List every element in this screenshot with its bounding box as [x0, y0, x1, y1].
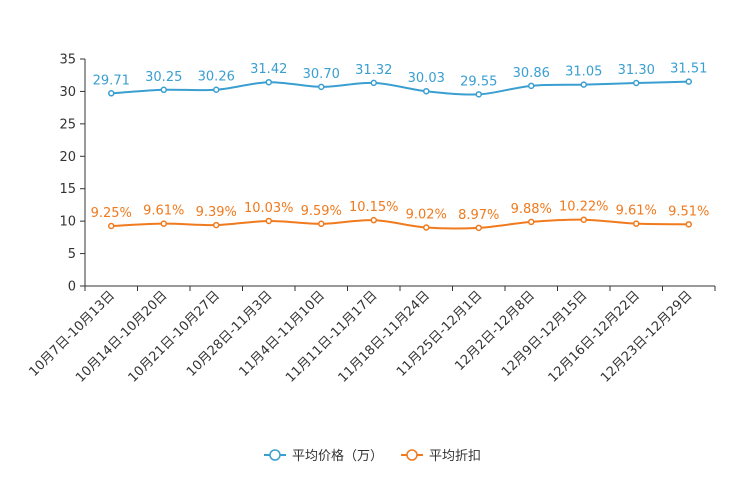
data-label: 9.88%	[511, 202, 552, 217]
series-group: 29.71 30.25 30.26 31.42 30.70 31.32 30.03 29.55…	[91, 62, 709, 232]
data-label: 9.59%	[301, 204, 342, 219]
data-label: 8.97%	[458, 208, 499, 223]
x-tick-label: 12月16日-12月22日	[546, 288, 643, 385]
y-tick-label: 0	[68, 280, 76, 295]
y-tick-label: 25	[59, 117, 76, 132]
data-point[interactable]	[108, 90, 115, 97]
data-point[interactable]	[108, 222, 115, 230]
data-label: 9.51%	[668, 204, 709, 219]
x-tick-label: 11月11日-11月17日	[283, 288, 380, 385]
data-label: 9.61%	[143, 204, 184, 219]
data-label: 9.25%	[91, 206, 132, 221]
data-point[interactable]	[633, 79, 640, 87]
data-label: 30.03	[408, 71, 445, 86]
data-point[interactable]	[318, 83, 325, 91]
data-point[interactable]	[580, 216, 587, 223]
y-tick-label: 20	[59, 150, 76, 165]
data-label: 31.32	[355, 63, 392, 78]
x-tick-label: 10月21日-10月27日	[126, 288, 223, 385]
legend[interactable]: 平均价格（万） 平均折扣	[264, 448, 481, 464]
data-label: 29.71	[93, 73, 130, 88]
data-label: 30.70	[303, 67, 340, 82]
legend-label: 平均价格（万）	[292, 448, 383, 464]
y-tick-label: 10	[59, 215, 76, 230]
data-label: 31.30	[618, 63, 655, 78]
data-point[interactable]	[213, 86, 220, 93]
data-point[interactable]	[633, 220, 640, 227]
axes	[84, 59, 715, 287]
data-point[interactable]	[423, 87, 430, 95]
data-point[interactable]	[265, 217, 272, 225]
legend-item-2[interactable]: 平均折扣	[401, 449, 481, 464]
data-point[interactable]	[475, 224, 482, 232]
data-point[interactable]	[528, 218, 535, 226]
data-label: 9.39%	[196, 205, 237, 220]
data-point[interactable]	[265, 78, 272, 86]
data-label: 9.02%	[406, 207, 447, 222]
legend-circle-marker	[406, 449, 418, 461]
data-point[interactable]	[160, 220, 167, 227]
data-point[interactable]	[213, 221, 220, 229]
x-axis-ticks: 10月7日-10月13日10月14日-10月20日10月21日-10月27日10…	[26, 286, 716, 386]
series-line	[111, 218, 689, 230]
legend-label: 平均折扣	[429, 449, 481, 464]
data-label: 31.42	[250, 62, 287, 77]
x-tick-label: 10月14日-10月20日	[73, 288, 170, 385]
data-label: 10.15%	[349, 200, 399, 215]
x-tick-label: 11月18日-11月24日	[336, 288, 433, 385]
data-label: 29.55	[460, 74, 497, 89]
data-point[interactable]	[370, 79, 377, 87]
y-tick-label: 5	[68, 247, 76, 262]
data-point[interactable]	[475, 91, 482, 98]
y-tick-label: 15	[59, 182, 76, 197]
data-label: 30.86	[513, 66, 550, 81]
x-tick-label: 12月23日-12月29日	[598, 288, 695, 385]
series-line	[111, 80, 689, 96]
data-point[interactable]	[580, 81, 587, 88]
data-point[interactable]	[318, 220, 325, 228]
y-tick-label: 30	[59, 85, 76, 100]
data-point[interactable]	[685, 221, 692, 228]
data-label: 9.61%	[616, 204, 657, 219]
series-1: 29.71 30.25 30.26 31.42 30.70 31.32 30.03 29.55…	[93, 62, 707, 98]
data-label: 30.25	[145, 70, 182, 85]
y-axis-ticks: 0 5 10 15 20 25 30 35	[59, 53, 85, 295]
data-point[interactable]	[370, 216, 377, 224]
data-point[interactable]	[528, 82, 535, 90]
data-point[interactable]	[160, 86, 167, 94]
x-tick-label: 10月7日-10月13日	[26, 288, 118, 380]
data-label: 31.51	[670, 62, 707, 77]
data-label: 10.03%	[244, 201, 294, 216]
data-label: 10.22%	[559, 200, 609, 215]
data-label: 30.26	[198, 70, 235, 85]
legend-circle-marker	[269, 449, 281, 461]
series-2: 9.25% 9.61% 9.39% 10.03% 9.59% 10.15% 9.02% 8.9…	[91, 200, 709, 232]
data-point[interactable]	[685, 78, 692, 85]
data-point[interactable]	[423, 224, 430, 231]
y-tick-label: 35	[59, 53, 76, 68]
legend-item-1[interactable]: 平均价格（万）	[264, 448, 383, 464]
data-label: 31.05	[565, 65, 602, 80]
